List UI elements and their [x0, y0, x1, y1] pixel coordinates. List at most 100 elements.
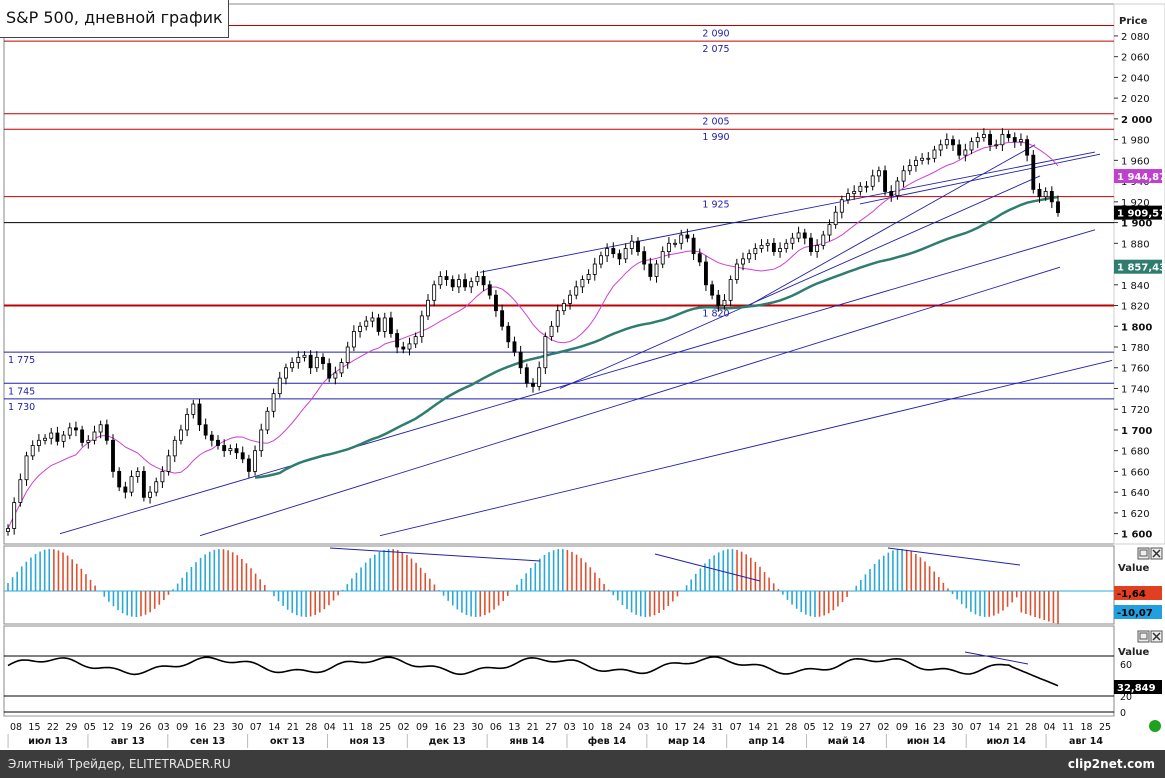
candle-body — [265, 410, 270, 431]
candle-body — [846, 193, 850, 201]
date-day-label: 05 — [84, 722, 96, 733]
candle-body — [648, 263, 653, 277]
date-month-label: авг 13 — [111, 736, 145, 747]
candle-body — [642, 251, 647, 265]
rsi-tick-label: 60 — [1120, 660, 1132, 671]
candle-body — [456, 279, 461, 288]
candle-body — [963, 149, 968, 156]
candle-body — [160, 471, 165, 483]
date-month-label: апр 14 — [748, 736, 785, 747]
candle-body — [876, 170, 881, 177]
candle-body — [111, 439, 115, 472]
candle-body — [284, 367, 288, 379]
trend-line — [744, 144, 1036, 308]
date-day-label: 13 — [508, 722, 520, 733]
date-day-label: 08 — [10, 722, 22, 733]
candle-body — [129, 476, 134, 493]
candle-body — [413, 336, 418, 345]
rsi-line: 0 20 60 — [4, 651, 1132, 719]
level-label: 2 075 — [702, 44, 729, 55]
candle-body — [605, 248, 610, 257]
date-day-label: 28 — [1025, 722, 1037, 733]
date-day-label: 25 — [1099, 722, 1111, 733]
candle-body — [784, 242, 789, 249]
candle-body — [104, 424, 109, 441]
candle-body — [1056, 201, 1060, 214]
candle-body — [778, 248, 782, 252]
price-tick-label: 2 020 — [1121, 94, 1150, 105]
footer-brand[interactable]: clip2net.com — [1067, 757, 1155, 771]
trend-line — [479, 151, 1096, 273]
candle-body — [660, 251, 665, 265]
date-day-label: 11 — [1062, 722, 1074, 733]
price-tick-label: 1 840 — [1121, 281, 1150, 292]
trend-line — [199, 266, 1061, 537]
candle-body — [975, 137, 980, 143]
badge-last-price-bg — [1114, 205, 1162, 220]
candle-body — [512, 341, 517, 353]
candle-body — [833, 211, 838, 226]
candle-body — [704, 261, 708, 286]
candle-body — [401, 346, 406, 350]
date-day-label: 27 — [859, 722, 871, 733]
date-day-label: 18 — [1080, 722, 1092, 733]
date-day-label: 30 — [471, 722, 483, 733]
date-day-label: 03 — [638, 722, 650, 733]
date-day-label: 09 — [896, 722, 908, 733]
candle-body — [321, 356, 325, 364]
date-day-label: 14 — [988, 722, 1000, 733]
osc-value-label: Value — [1118, 563, 1149, 574]
candle-body — [296, 356, 301, 363]
badge-rsi-bg — [1114, 680, 1162, 694]
rsi-restore-icon[interactable] — [1137, 630, 1150, 643]
candle-body — [839, 199, 844, 213]
date-day-label: 19 — [841, 722, 853, 733]
price-tick-label: 2 060 — [1121, 53, 1150, 64]
candle-body — [487, 284, 492, 296]
level-label: 1 925 — [702, 200, 729, 211]
price-tick-label: 1 820 — [1121, 302, 1150, 313]
date-month-label: дек 13 — [429, 736, 466, 747]
date-day-label: 12 — [102, 722, 114, 733]
candle-body — [1012, 137, 1017, 143]
candle-body — [568, 294, 572, 304]
candle-body — [185, 413, 190, 431]
ma-fast-line — [7, 141, 1059, 529]
date-day-label: 24 — [619, 722, 631, 733]
candle-body — [901, 170, 906, 182]
price-tick-label: 1 700 — [1121, 426, 1152, 437]
candle-body — [629, 240, 634, 249]
candle-body — [1025, 139, 1030, 156]
candle-body — [561, 303, 566, 312]
price-tick-label: 2 040 — [1121, 73, 1150, 84]
candle-body — [815, 244, 820, 252]
candle-body — [679, 234, 684, 244]
candle-body — [308, 354, 313, 369]
candle-body — [599, 255, 603, 265]
candle-body — [389, 317, 393, 334]
date-day-label: 07 — [730, 722, 742, 733]
date-day-label: 21 — [527, 722, 539, 733]
candle-body — [395, 333, 400, 348]
horizontal-levels: 2 090 2 075 2 005 1 990 1 925 1 820 1 775 1 745… — [4, 25, 1114, 413]
osc-divergence-line — [654, 553, 761, 582]
date-month-label: июл 13 — [28, 736, 67, 747]
candle-body — [426, 299, 430, 317]
candle-body — [796, 232, 801, 239]
osc-restore-icon[interactable] — [1137, 547, 1150, 560]
date-day-label: 28 — [305, 722, 317, 733]
candle-body — [141, 471, 146, 498]
price-tick-label: 1 960 — [1121, 156, 1150, 167]
candle-body — [728, 279, 733, 301]
date-month-label: фев 14 — [588, 736, 627, 747]
candle-body — [351, 331, 356, 348]
candle-body — [580, 279, 585, 288]
price-tick-label: 1 680 — [1121, 447, 1150, 458]
date-day-label: 30 — [951, 722, 963, 733]
candle-body — [203, 424, 208, 436]
date-month-label: июл 14 — [986, 736, 1026, 747]
candle-body — [524, 367, 529, 384]
date-day-label: 16 — [914, 722, 926, 733]
date-day-label: 31 — [711, 722, 723, 733]
candle-body — [531, 382, 535, 387]
